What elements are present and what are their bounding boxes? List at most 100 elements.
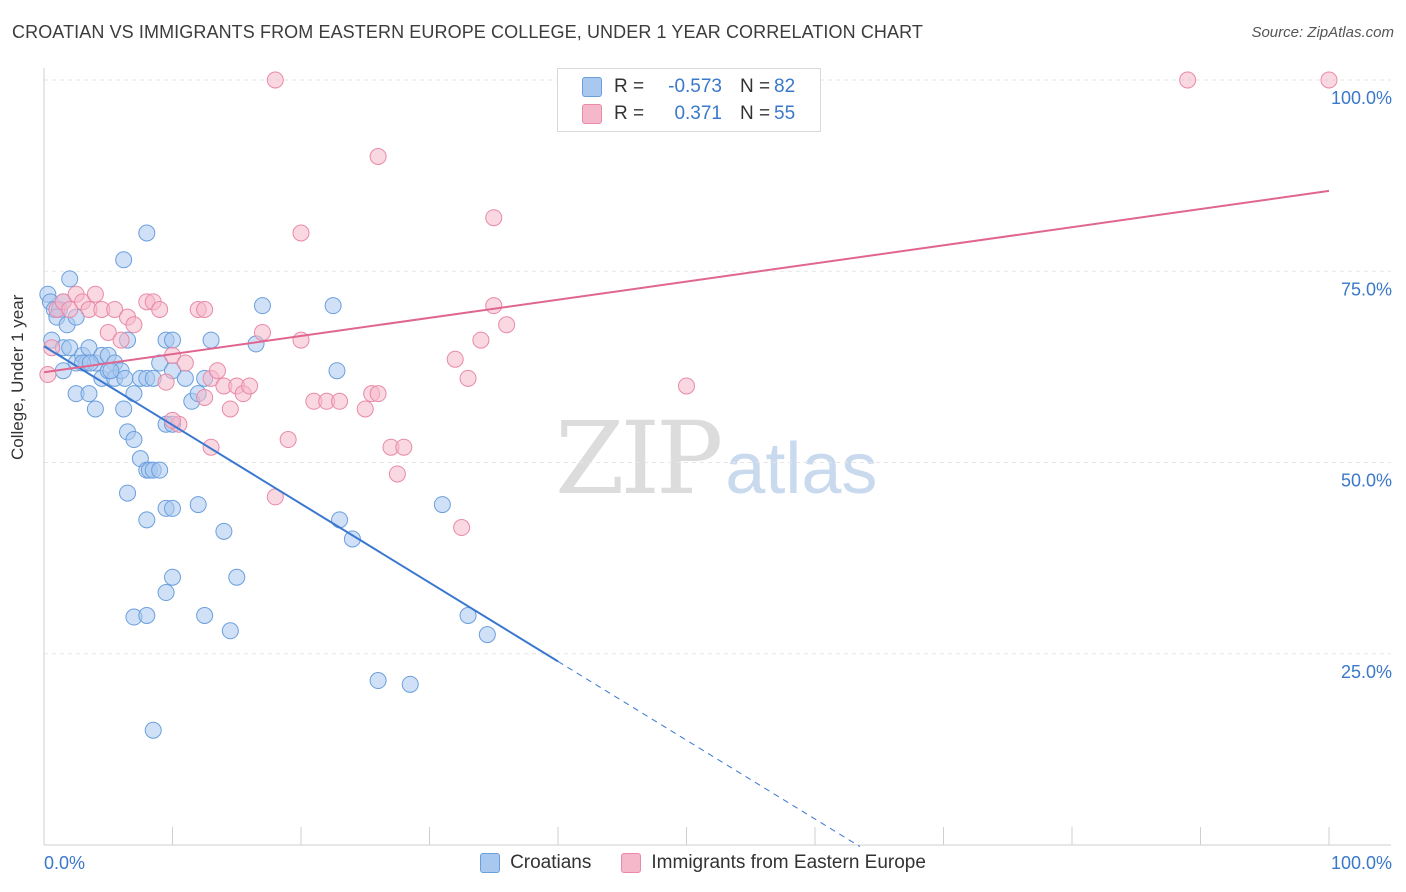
immigrant-point — [61, 301, 79, 318]
immigrant-point — [453, 519, 471, 537]
croatian-point — [221, 622, 239, 640]
series-swatch-pink — [621, 853, 642, 873]
legend-swatch-pink — [582, 104, 602, 124]
croatian-point — [253, 297, 271, 315]
croatian-point — [138, 224, 156, 242]
croatian-point — [115, 251, 133, 269]
immigrant-point — [157, 373, 175, 391]
source-label: Source: ZipAtlas.com — [1251, 24, 1394, 41]
immigrant-point — [221, 400, 239, 418]
legend-n-label: N = — [740, 76, 771, 97]
legend-r-label: R = — [614, 76, 645, 97]
croatian-point — [164, 568, 181, 586]
immigrant-point — [253, 323, 271, 341]
immigrant-point — [485, 297, 503, 315]
croatian-point — [151, 461, 169, 479]
immigrant-point — [292, 224, 310, 242]
croatian-point — [61, 339, 79, 357]
croatian-point — [81, 354, 99, 372]
immigrant-point — [1179, 71, 1197, 89]
croatian-point — [119, 484, 137, 502]
immigrant-point — [176, 354, 194, 372]
legend-r-value: -0.573 — [668, 76, 722, 97]
immigrant-point — [472, 331, 490, 349]
croatian-point — [478, 626, 496, 644]
legend-row-immigrants: R = 0.371 N = 55 — [582, 102, 795, 126]
immigrant-point — [241, 377, 259, 395]
y-axis-label: College, Under 1 year — [8, 294, 27, 460]
croatian-point — [324, 297, 342, 315]
immigrant-point — [151, 301, 169, 318]
legend-n-value: 82 — [774, 76, 796, 97]
immigrant-point — [356, 400, 374, 418]
croatian-point — [164, 499, 181, 517]
immigrant-point — [369, 148, 387, 165]
croatian-point — [433, 496, 451, 514]
croatian-point — [343, 530, 361, 548]
immigrant-point — [39, 366, 57, 384]
immigrant-point — [1320, 71, 1338, 89]
watermark: ZIPatlas — [555, 400, 877, 517]
croatian-point — [157, 584, 175, 602]
croatian-point — [189, 496, 207, 514]
croatian-point — [202, 331, 220, 349]
correlation-legend: R = -0.573 N = 82 R = 0.371 N = 55 — [557, 68, 821, 132]
croatian-point — [116, 369, 134, 387]
croatian-point — [138, 607, 156, 624]
immigrant-point — [99, 323, 117, 341]
watermark-suffix: atlas — [725, 429, 878, 509]
immigrant-point — [446, 350, 464, 368]
immigrant-point — [196, 301, 214, 318]
immigrant-point — [331, 392, 349, 410]
croatian-point — [138, 511, 156, 529]
series-legend: Croatians Immigrants from Eastern Europe — [0, 852, 1406, 874]
immigrant-point — [125, 316, 143, 334]
immigrant-point — [112, 331, 130, 349]
immigrant-point — [678, 377, 695, 395]
croatian-point — [125, 385, 143, 403]
croatian-point — [215, 522, 233, 540]
series-legend-label: Croatians — [510, 852, 592, 873]
immigrant-point — [266, 71, 284, 89]
croatian-point — [459, 607, 477, 624]
legend-n-label: N = — [740, 103, 771, 124]
croatian-point — [176, 369, 194, 387]
legend-n-value: 55 — [774, 103, 796, 124]
series-legend-immigrants[interactable]: Immigrants from Eastern Europe — [621, 852, 926, 874]
immigrant-point — [279, 431, 297, 449]
immigrant-point — [485, 209, 503, 227]
croatian-point — [102, 362, 120, 380]
series-legend-label: Immigrants from Eastern Europe — [651, 852, 926, 873]
y-tick-label: 75.0% — [1341, 279, 1392, 299]
immigrant-point — [498, 316, 516, 334]
croatian-point — [196, 607, 214, 624]
legend-row-croatians: R = -0.573 N = 82 — [582, 75, 795, 99]
x-tick-label: 0.0% — [44, 853, 85, 873]
croatian-trendline — [43, 345, 559, 663]
legend-r-value: 0.371 — [674, 103, 722, 124]
immigrant-point — [388, 465, 406, 483]
croatian-point — [144, 721, 162, 739]
immigrant-point — [395, 438, 413, 456]
croatian-point — [369, 672, 387, 690]
legend-swatch-blue — [582, 77, 602, 97]
immigrant-point — [86, 285, 104, 303]
croatian-point — [125, 431, 143, 449]
immigrant-point — [459, 369, 477, 387]
immigrant-point — [106, 301, 124, 318]
watermark-main: ZIP — [555, 400, 723, 517]
immigrant-point — [196, 388, 214, 406]
y-tick-label: 100.0% — [1331, 88, 1392, 108]
immigrant-trendline — [43, 189, 1330, 374]
series-swatch-blue — [480, 853, 501, 873]
series-legend-croatians[interactable]: Croatians — [480, 852, 591, 874]
croatian-point — [115, 400, 133, 418]
immigrant-point — [208, 362, 226, 380]
croatian-point — [331, 511, 349, 529]
croatian-point — [164, 331, 181, 349]
immigrant-point — [369, 385, 387, 403]
croatian-point — [61, 270, 79, 288]
legend-r-label: R = — [614, 103, 645, 124]
croatian-point — [328, 362, 346, 380]
